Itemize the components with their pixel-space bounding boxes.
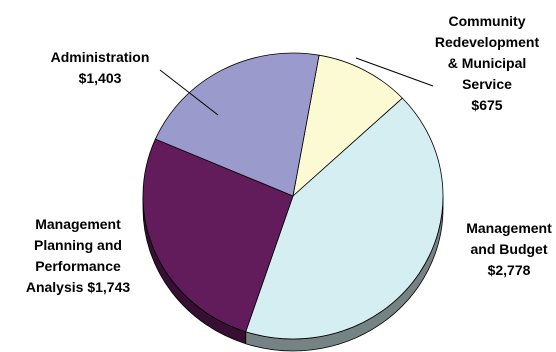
- slice-management-planning-and-performance-analysis-label: Management Planning and Performance Analysi…: [26, 216, 131, 295]
- slice-management-planning-and-performance-analysis-label-line: Analysis $1,743: [26, 279, 131, 295]
- slice-community-redevelopment-municipal-service-label-line: Service: [462, 76, 512, 92]
- slice-community-redevelopment-municipal-service-leader-line: [355, 57, 434, 87]
- slice-management-planning-and-performance-analysis: [142, 138, 294, 333]
- slice-management-and-budget-label-line: and Budget: [471, 241, 548, 257]
- slice-management-planning-and-performance-analysis-label-line: Planning and: [34, 237, 122, 253]
- slice-management-and-budget-label-line: $2,778: [488, 262, 531, 278]
- slice-management-and-budget-label-line: Management: [466, 220, 552, 236]
- leader-lines-layer: [159, 57, 434, 116]
- pie-slices-layer: [142, 52, 444, 340]
- slice-community-redevelopment-municipal-service: [292, 54, 403, 198]
- slice-community-redevelopment-municipal-service-label: Community Redevelopment & Municipal Service…: [435, 13, 540, 113]
- slice-community-redevelopment-municipal-service-label-line: $675: [471, 97, 502, 113]
- slice-community-redevelopment-municipal-service-label-line: Community: [449, 13, 526, 29]
- slice-administration-label: Administration $1,403: [51, 49, 150, 86]
- slice-community-redevelopment-municipal-service-label-line: Redevelopment: [435, 34, 540, 50]
- slice-administration: [154, 52, 320, 197]
- slice-administration-label-line: $1,403: [79, 70, 122, 86]
- slice-management-and-budget: [245, 97, 444, 340]
- slice-administration-leader-line: [159, 69, 219, 116]
- slice-administration-label-line: Administration: [51, 49, 150, 65]
- slice-management-and-budget-label: Management and Budget $2,778: [466, 220, 552, 278]
- slice-management-planning-and-performance-analysis-label-line: Performance: [35, 258, 121, 274]
- slice-labels-layer: Community Redevelopment & Municipal Service…: [26, 13, 552, 295]
- slice-community-redevelopment-municipal-service-label-line: & Municipal: [448, 55, 527, 71]
- slice-management-planning-and-performance-analysis-label-line: Management: [35, 216, 121, 232]
